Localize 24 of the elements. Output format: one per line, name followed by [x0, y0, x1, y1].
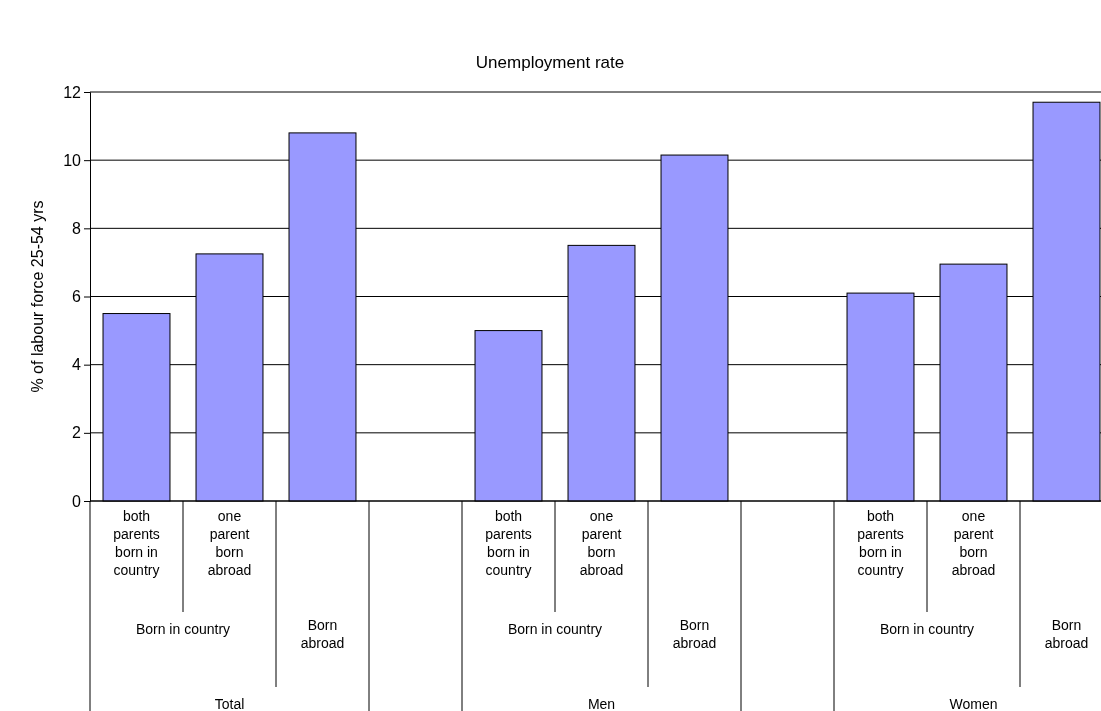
- text: Born in country: [135, 621, 231, 637]
- x-tick-label: one parent born abroad: [951, 508, 996, 578]
- x-tick-label: both parents born in country: [485, 508, 532, 578]
- x-tick-label: both parents born in country: [857, 508, 904, 578]
- text: Born in country: [879, 621, 975, 637]
- y-tick-label: 8: [72, 219, 82, 237]
- x-tick-label: one parent born abroad: [579, 508, 624, 578]
- x-tick-label: one parent born abroad: [207, 508, 252, 578]
- y-tick-label: 4: [72, 356, 82, 374]
- chart-title: Unemployment rate: [475, 53, 625, 72]
- y-axis-title: % of labour force 25-54 yrs: [29, 200, 46, 393]
- text: Born abroad: [1044, 617, 1089, 651]
- text: Born abroad: [672, 617, 717, 651]
- y-tick-label: 0: [72, 492, 82, 510]
- y-tick-label: 10: [63, 151, 82, 169]
- text: Born in country: [507, 621, 603, 637]
- text: Born abroad: [300, 617, 345, 651]
- y-tick-label: 2: [72, 424, 82, 442]
- y-tick-label: 12: [63, 83, 82, 101]
- text: Total: [214, 696, 245, 711]
- text: Women: [949, 696, 998, 711]
- y-tick-label: 6: [72, 288, 82, 306]
- x-tick-label: both parents born in country: [113, 508, 160, 578]
- text: Men: [587, 696, 616, 711]
